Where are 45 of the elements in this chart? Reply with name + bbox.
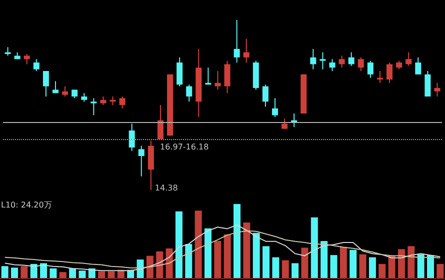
bar bbox=[11, 268, 18, 278]
bar bbox=[50, 268, 57, 278]
bar bbox=[340, 246, 347, 278]
bar bbox=[350, 250, 357, 278]
annotation: L10: 24.20万 bbox=[1, 200, 52, 210]
bar bbox=[156, 251, 164, 278]
bar bbox=[272, 257, 280, 278]
bar bbox=[166, 248, 173, 278]
bar bbox=[436, 264, 444, 278]
bar bbox=[408, 246, 415, 278]
bar bbox=[252, 232, 260, 278]
bar bbox=[398, 249, 405, 278]
annotation: 14.38 bbox=[154, 184, 178, 192]
bar bbox=[243, 222, 250, 278]
bar bbox=[175, 211, 182, 278]
bar bbox=[282, 260, 289, 278]
bar bbox=[301, 248, 308, 278]
bar bbox=[310, 217, 318, 278]
bar bbox=[146, 256, 154, 278]
bar bbox=[108, 271, 115, 278]
bar bbox=[378, 264, 386, 278]
bar bbox=[69, 268, 76, 278]
bar bbox=[1, 266, 8, 278]
bar bbox=[292, 263, 299, 278]
bar bbox=[359, 254, 366, 278]
bar bbox=[78, 270, 86, 278]
bar bbox=[234, 204, 241, 278]
bar bbox=[214, 241, 222, 278]
bar bbox=[426, 255, 434, 278]
bar bbox=[368, 257, 376, 278]
bar bbox=[20, 266, 28, 278]
bar bbox=[388, 256, 396, 278]
bar bbox=[59, 272, 66, 278]
bar bbox=[98, 271, 106, 278]
bar bbox=[185, 244, 192, 278]
bar bbox=[40, 263, 48, 278]
bar bbox=[204, 228, 212, 278]
bar bbox=[30, 264, 38, 278]
bar bbox=[194, 210, 202, 278]
annotation: 16.97-16.18 bbox=[160, 142, 209, 152]
bar bbox=[330, 255, 338, 278]
bar bbox=[320, 241, 328, 278]
bar bbox=[417, 254, 424, 278]
bar bbox=[224, 234, 231, 278]
bar bbox=[262, 246, 270, 278]
